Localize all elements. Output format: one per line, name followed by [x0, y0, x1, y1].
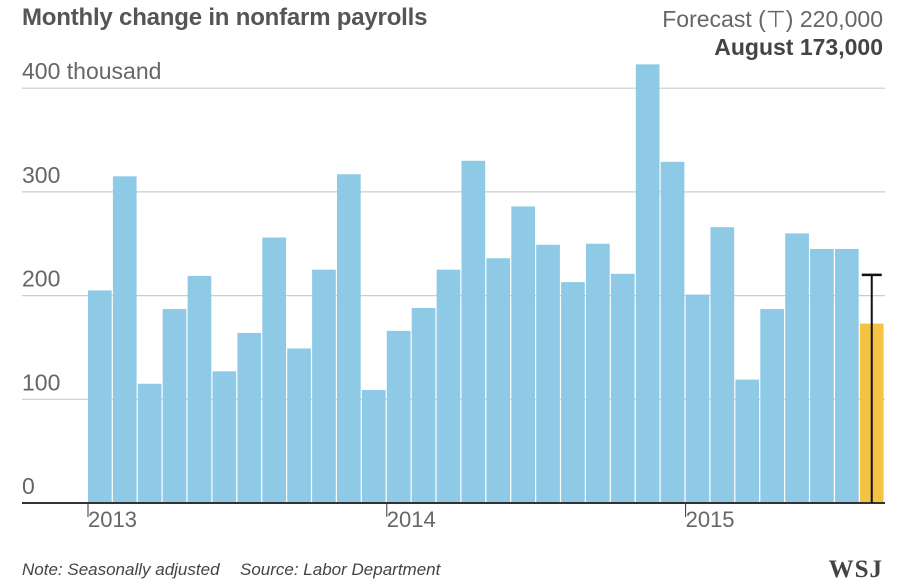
bar	[610, 273, 635, 503]
bar	[262, 237, 286, 503]
bar	[337, 174, 361, 503]
bar	[411, 308, 436, 503]
axes	[22, 502, 885, 517]
bar	[760, 309, 784, 503]
bar	[710, 227, 735, 503]
x-tick-label: 2014	[387, 507, 436, 532]
bar	[436, 269, 461, 503]
bar	[386, 330, 411, 503]
bar	[312, 269, 336, 503]
source-note: Source: Labor Department	[240, 560, 441, 579]
bar	[361, 389, 386, 503]
y-tick-label: 400 thousand	[22, 58, 161, 84]
bar	[137, 383, 162, 503]
bar	[660, 161, 685, 503]
forecast-label: Forecast (⊤) 220,000	[662, 6, 883, 32]
bar	[586, 243, 610, 503]
bar	[287, 348, 311, 503]
bar	[461, 160, 486, 504]
bar	[810, 248, 834, 503]
bar	[187, 275, 212, 503]
y-tick-label: 100	[22, 369, 60, 395]
forecast-marker	[861, 273, 882, 503]
bar	[212, 371, 237, 503]
y-tick-label: 0	[22, 473, 35, 499]
bar	[685, 294, 710, 503]
wsj-logo: WSJ	[828, 556, 883, 583]
bar	[511, 206, 535, 503]
bar	[162, 309, 187, 503]
y-tick-label: 200	[22, 266, 60, 292]
bar	[88, 290, 112, 503]
bar	[835, 248, 859, 503]
y-tick-label: 300	[22, 162, 60, 188]
bar	[635, 64, 660, 503]
latest-value-label: August 173,000	[714, 34, 883, 60]
bars	[88, 64, 884, 504]
bar	[486, 258, 511, 503]
tick-labels: 0 100 200 300 400 thousand 2013 2014 2015	[22, 58, 735, 532]
bar	[536, 244, 560, 504]
bar	[785, 233, 809, 503]
chart-title: Monthly change in nonfarm payrolls	[22, 4, 428, 31]
bar	[237, 332, 262, 503]
bar	[735, 379, 760, 503]
bar	[112, 176, 137, 503]
x-tick-label: 2013	[88, 507, 137, 532]
x-tick-label: 2015	[686, 507, 735, 532]
footnote: Note: Seasonally adjusted	[22, 560, 220, 579]
bar	[561, 282, 585, 503]
